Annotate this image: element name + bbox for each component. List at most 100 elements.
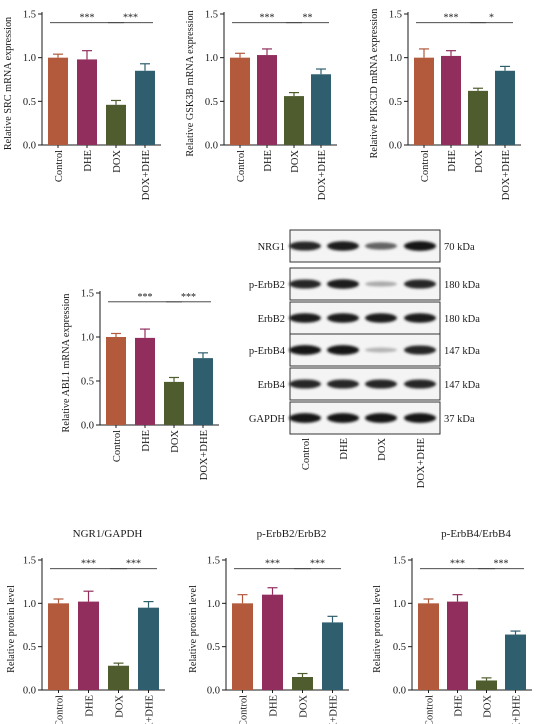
bar-control (48, 603, 69, 690)
y-axis-label: Relative PIK3CD mRNA expression (369, 9, 380, 159)
significance-label: *** (81, 559, 96, 570)
bar-dox (284, 96, 304, 145)
blot-band (289, 241, 321, 251)
blot-band (327, 279, 359, 289)
blot-row-label: ErbB4 (258, 380, 286, 391)
blot-band (404, 241, 436, 251)
x-category-label: DOX (483, 695, 494, 718)
bar-control (418, 603, 439, 690)
bar-dhe (441, 55, 461, 145)
bar-dox (476, 680, 497, 690)
blot-band (404, 313, 436, 323)
y-tick-label: 0.5 (207, 642, 220, 653)
significance-label: *** (450, 559, 465, 570)
blot-lane-label: DOX+DHE (416, 438, 427, 488)
y-tick-label: 1.5 (23, 10, 36, 21)
x-category-label: DOX+DHE (199, 430, 210, 480)
significance-label: *** (126, 559, 141, 570)
y-tick-label: 0.0 (393, 686, 406, 697)
x-category-label: DOX+DHE (512, 695, 523, 724)
bar-dox (292, 677, 313, 690)
significance-label: *** (138, 292, 153, 303)
x-category-label: Control (239, 695, 250, 724)
bar-dox-dhe (311, 74, 331, 145)
blot-row-nrg1: NRG1 70 kDa (258, 229, 475, 263)
y-tick-label: 0.0 (389, 141, 402, 152)
bar-dox-dhe (505, 634, 526, 690)
x-category-label: DOX+DHE (501, 150, 512, 200)
x-category-label: Control (112, 430, 123, 462)
blot-band (289, 345, 321, 355)
x-category-label: DOX (170, 430, 181, 453)
blot-band (404, 345, 436, 355)
y-axis-label: Relative SRC mRNA expression (3, 17, 14, 150)
x-category-label: DOX (290, 150, 301, 173)
y-axis-label: Relative protein level (6, 585, 17, 673)
y-tick-label: 0.0 (81, 421, 94, 432)
y-tick-label: 0.5 (393, 642, 406, 653)
x-category-label: DOX+DHE (141, 150, 152, 200)
bar-control (230, 57, 250, 145)
blot-band (404, 279, 436, 289)
significance-label: *** (80, 13, 95, 24)
y-tick-label: 1.5 (393, 556, 406, 567)
significance-label: *** (444, 13, 459, 24)
bar-dox-dhe (138, 607, 159, 690)
blot-lane-label: DOX (377, 438, 388, 461)
x-category-label: DHE (85, 695, 96, 717)
y-tick-label: 1.0 (389, 53, 402, 64)
x-category-label: DHE (141, 430, 152, 452)
blot-lane-label: Control (301, 438, 312, 470)
chart-perbb4: 0.0 0.5 1.0 1.5 Relative protein level p-ErbB… (372, 528, 532, 724)
chart-title: p-ErbB2/ErbB2 (257, 528, 327, 540)
bar-dox (106, 104, 126, 145)
blot-band (365, 242, 397, 250)
x-category-label: DOX (474, 150, 485, 173)
blot-band (289, 413, 321, 423)
y-tick-label: 1.0 (393, 599, 406, 610)
blot-kda-label: 180 kDa (444, 280, 480, 291)
blot-band (365, 379, 397, 389)
x-category-label: DHE (83, 150, 94, 172)
significance-label: *** (310, 559, 325, 570)
significance-label: *** (123, 13, 138, 24)
significance-label: *** (181, 292, 196, 303)
blot-row-label: ErbB2 (258, 314, 285, 325)
chart-ngr1: 0.0 0.5 1.0 1.5 Relative protein level NGR1/G… (6, 528, 165, 724)
bar-dhe (135, 337, 155, 425)
charts-layer: 0.0 0.5 1.0 1.5 Relative SRC mRNA expression… (3, 9, 532, 724)
bar-dhe (257, 55, 277, 146)
chart-pik3cd: 0.0 0.5 1.0 1.5 Relative PIK3CD mRNA express… (369, 9, 521, 200)
y-tick-label: 1.0 (207, 599, 220, 610)
x-category-label: Control (236, 150, 247, 182)
bar-control (48, 57, 68, 145)
blot-row-label: GAPDH (249, 414, 286, 425)
y-tick-label: 0.0 (207, 686, 220, 697)
blot-kda-label: 37 kDa (444, 414, 475, 425)
bar-dox (108, 665, 129, 690)
y-axis-label: Relative GSK3B mRNA expression (185, 10, 196, 156)
x-category-label: DOX+DHE (145, 695, 156, 724)
chart-title: NGR1/GAPDH (73, 528, 143, 540)
blot-band (327, 413, 359, 423)
x-category-label: DOX (115, 695, 126, 718)
blot-row-p-erbb4: p-ErbB4 147 kDa (249, 333, 480, 367)
y-tick-label: 1.0 (23, 599, 36, 610)
blot-band (327, 241, 359, 251)
blot-row-erbb2: ErbB2 180 kDa (258, 301, 480, 335)
y-tick-label: 1.0 (23, 53, 36, 64)
y-tick-label: 1.0 (205, 53, 218, 64)
significance-label: * (489, 13, 494, 24)
y-tick-label: 1.5 (81, 289, 94, 300)
bar-control (414, 57, 434, 145)
y-tick-label: 1.5 (205, 10, 218, 21)
blot-band (365, 313, 397, 323)
bar-dox-dhe (322, 622, 343, 690)
chart-gsk3b: 0.0 0.5 1.0 1.5 Relative GSK3B mRNA expressi… (185, 10, 337, 200)
y-tick-label: 0.5 (205, 97, 218, 108)
chart-perbb2: 0.0 0.5 1.0 1.5 Relative protein level p-ErbB… (188, 528, 349, 724)
blot-row-p-erbb2: p-ErbB2 180 kDa (249, 267, 480, 301)
blot-band (365, 347, 397, 353)
